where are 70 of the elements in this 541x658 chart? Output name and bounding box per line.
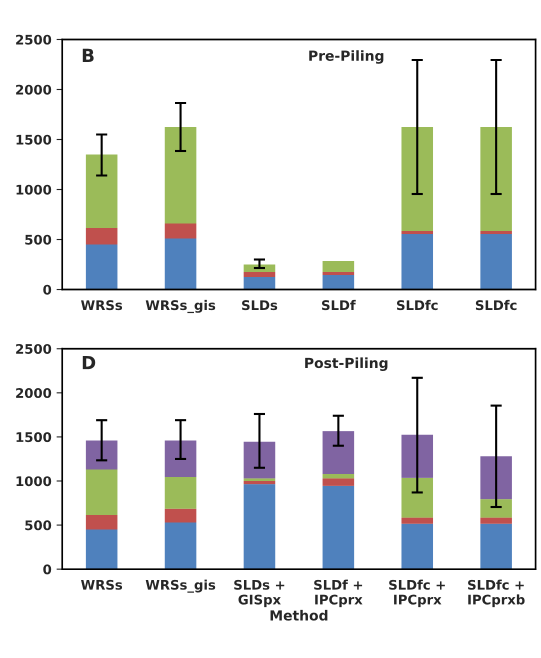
y-tick-label: 0 xyxy=(43,284,52,295)
bar xyxy=(164,508,196,522)
x-tick-label: SLDf + IPCprx xyxy=(314,580,363,608)
bar xyxy=(480,518,512,524)
bar xyxy=(86,470,118,515)
bar xyxy=(401,231,434,234)
bar xyxy=(401,478,434,518)
bar xyxy=(480,126,512,232)
bar xyxy=(322,272,354,276)
bar xyxy=(322,431,354,474)
bar xyxy=(401,524,434,570)
bar xyxy=(86,440,118,470)
y-tick-label: 0 xyxy=(43,564,52,574)
y-tick-label: 2000 xyxy=(16,84,52,95)
bar xyxy=(244,478,276,481)
x-tick-label: SLDfc + IPCprx xyxy=(389,580,445,608)
bar xyxy=(86,244,118,290)
y-tick-label: 1500 xyxy=(16,134,52,145)
bar xyxy=(86,514,118,530)
bar xyxy=(401,518,434,524)
x-tick-label: SLDfc xyxy=(396,300,438,310)
x-tick-label: SLDfc xyxy=(476,300,516,310)
x-tick-label: WRSs xyxy=(81,580,122,590)
y-tick-label: 500 xyxy=(25,234,52,245)
bar xyxy=(401,434,434,478)
bar xyxy=(322,275,354,290)
bar xyxy=(401,126,434,232)
bar xyxy=(401,234,434,290)
x-tick-label: SLDf xyxy=(322,300,356,310)
x-tick-label: WRSs_gis xyxy=(146,580,216,593)
x-tick-label: SLDfc + IPCprxb xyxy=(468,580,525,608)
bar xyxy=(86,154,118,228)
x-tick-label: SLDs + GISpx xyxy=(234,580,284,608)
y-tick-label: 1000 xyxy=(16,476,52,486)
bar xyxy=(322,474,354,478)
x-tick-label: WRSs_gis xyxy=(146,300,216,314)
x-tick-label: WRSs xyxy=(81,300,122,310)
y-tick-label: 1000 xyxy=(16,184,52,195)
y-tick-label: 2000 xyxy=(16,388,52,398)
bar xyxy=(86,228,118,245)
bar xyxy=(322,486,354,570)
bar xyxy=(480,499,512,518)
bar xyxy=(164,126,196,224)
bar xyxy=(164,238,196,290)
bar xyxy=(164,477,196,509)
bar xyxy=(86,529,118,570)
y-tick-label: 2500 xyxy=(16,34,52,45)
bar xyxy=(322,478,354,486)
bar xyxy=(164,522,196,570)
bar xyxy=(244,484,276,570)
bar xyxy=(164,224,196,239)
text: Pre-Piling xyxy=(309,50,384,64)
bar xyxy=(244,272,276,278)
bar xyxy=(244,481,276,484)
bar xyxy=(244,442,276,478)
y-tick-label: 2500 xyxy=(16,344,52,354)
bar xyxy=(244,277,276,290)
text: Post-Piling xyxy=(305,357,388,371)
bar xyxy=(322,261,354,272)
bar xyxy=(164,440,196,478)
annotation: D xyxy=(82,356,96,370)
bar xyxy=(480,456,512,500)
bar xyxy=(480,524,512,570)
x-axis-title: Method xyxy=(270,610,328,621)
y-tick-label: 1500 xyxy=(16,432,52,442)
bar xyxy=(480,231,512,234)
y-tick-label: 500 xyxy=(25,520,52,530)
annotation: B xyxy=(82,48,94,62)
x-tick-label: SLDs xyxy=(242,300,278,310)
bar xyxy=(480,234,512,290)
